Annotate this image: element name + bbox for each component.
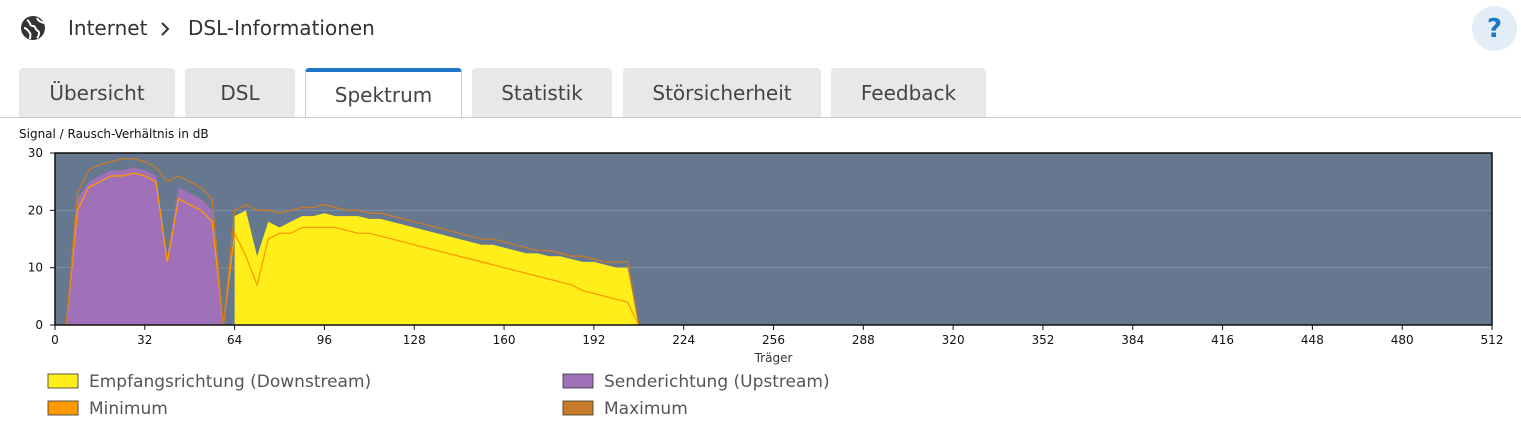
legend-label: Maximum [604, 399, 688, 419]
tab[interactable]: Spektrum [305, 68, 462, 118]
x-tick-label: 512 [1481, 333, 1504, 347]
tab[interactable]: Statistik [472, 68, 612, 117]
y-tick-label: 10 [28, 261, 43, 275]
tab[interactable]: DSL [185, 68, 295, 117]
x-tick-label: 96 [317, 333, 332, 347]
series-area [66, 167, 224, 325]
legend-label: Minimum [89, 399, 168, 419]
x-axis-title: Träger [754, 351, 793, 365]
legend-label: Empfangsrichtung (Downstream) [89, 372, 371, 392]
y-tick-label: 20 [28, 203, 43, 217]
legend-swatch [562, 400, 594, 416]
x-tick-label: 416 [1211, 333, 1234, 347]
x-tick-label: 288 [852, 333, 875, 347]
legend-swatch [47, 373, 79, 389]
y-tick-label: 30 [28, 146, 43, 160]
series-area [234, 210, 639, 325]
tab[interactable]: Störsicherheit [623, 68, 821, 117]
x-tick-label: 384 [1121, 333, 1144, 347]
x-tick-label: 128 [403, 333, 426, 347]
x-tick-label: 448 [1301, 333, 1324, 347]
tab-divider [0, 117, 1521, 118]
help-button[interactable]: ? [1472, 6, 1517, 51]
chart: Signal / Rausch-Verhältnis in dB 0 10 20 30 0… [19, 127, 1504, 419]
x-tick-label: 0 [51, 333, 59, 347]
chevron [161, 22, 170, 36]
x-tick-label: 224 [672, 333, 695, 347]
series-line [65, 158, 640, 326]
legend-swatch [47, 400, 79, 416]
x-tick-label: 352 [1031, 333, 1054, 347]
tab[interactable]: Übersicht [19, 68, 175, 117]
x-tick-label: 32 [137, 333, 152, 347]
plot-border [54, 152, 1493, 326]
x-tick-label: 256 [762, 333, 785, 347]
breadcrumb[interactable]: Internet [68, 16, 148, 40]
x-tick-label: 192 [582, 333, 605, 347]
x-tick-label: 480 [1391, 333, 1414, 347]
legend-label: Senderichtung (Upstream) [604, 372, 830, 392]
legend-swatch [562, 373, 594, 389]
series-line [65, 172, 640, 326]
tab[interactable]: Feedback [831, 68, 986, 117]
globe-icon [21, 16, 45, 40]
x-tick-label: 320 [942, 333, 965, 347]
breadcrumb: DSL-Informationen [188, 16, 375, 40]
y-axis-title: Signal / Rausch-Verhältnis in dB [19, 127, 209, 141]
y-tick-label: 0 [35, 318, 43, 332]
x-tick-label: 64 [227, 333, 242, 347]
x-tick-label: 160 [493, 333, 516, 347]
